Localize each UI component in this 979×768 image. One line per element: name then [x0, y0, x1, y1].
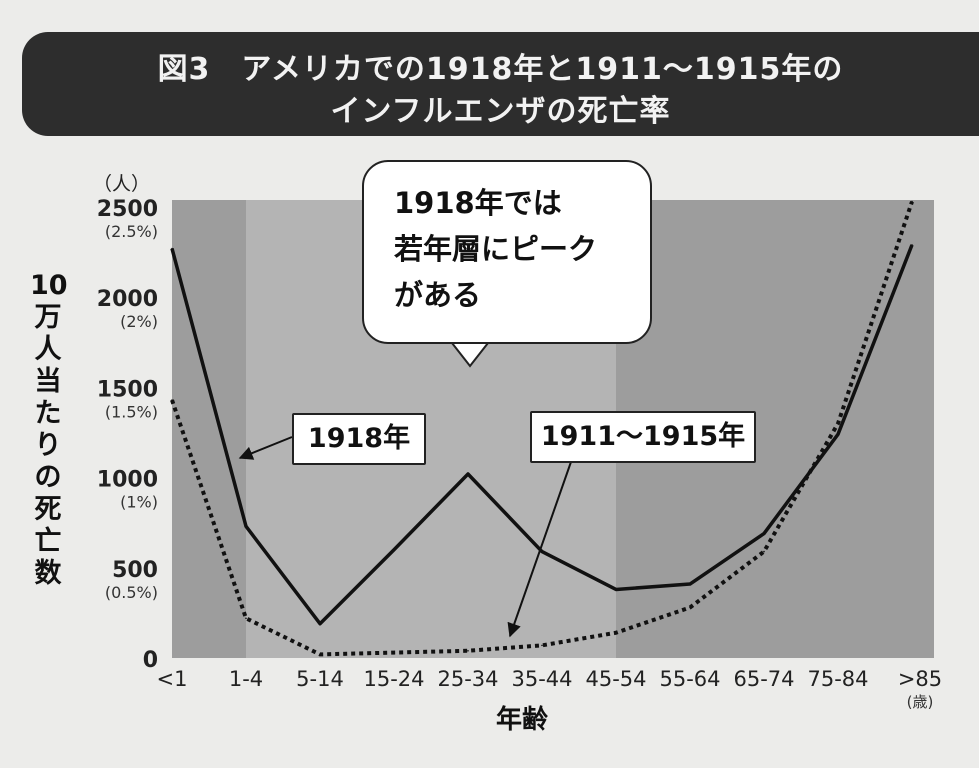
- data-point-1918: [393, 548, 395, 551]
- data-point-1918: [245, 525, 247, 528]
- data-point-1911-1915: [911, 200, 913, 203]
- data-point-1911-1915: [171, 399, 173, 401]
- x-tick-label: 25-34: [437, 667, 498, 691]
- series-label-1918: 1918年: [292, 413, 426, 465]
- y-tick-label: 1000: [97, 468, 158, 493]
- title-banner: 図3 アメリカでの1918年と1911～1915年の インフルエンザの死亡率: [22, 32, 979, 136]
- x-tick-label: >85: [898, 667, 942, 691]
- data-point-1911-1915: [393, 651, 395, 654]
- y-axis-label-char: 10: [30, 270, 68, 301]
- data-point-1911-1915: [319, 653, 321, 656]
- data-point-1911-1915: [763, 550, 765, 553]
- chart-title-line-1: 図3 アメリカでの1918年と1911～1915年の: [157, 52, 844, 87]
- x-axis-label: 年齢: [496, 704, 549, 735]
- y-axis-label: 10 万 人 当 た り の 死 亡 数: [30, 270, 68, 590]
- x-unit-label: (歳): [907, 693, 934, 711]
- data-point-1918: [467, 473, 469, 475]
- x-tick-label: <1: [157, 667, 188, 691]
- y-axis-label-char: の: [34, 462, 62, 493]
- data-point-1918: [911, 244, 913, 246]
- y-axis-label-char: 数: [34, 558, 62, 589]
- callout-line: がある: [394, 278, 482, 312]
- data-point-1911-1915: [837, 422, 839, 425]
- y-axis-label-char: 万: [34, 302, 62, 333]
- plot-band: [172, 200, 246, 658]
- data-point-1911-1915: [615, 631, 617, 634]
- y-axis-label-char: 亡: [34, 526, 62, 557]
- y-tick-percent-label: (1.5%): [105, 402, 158, 421]
- y-axis-label-char: 当: [34, 366, 62, 397]
- x-tick-label: 15-24: [363, 667, 424, 691]
- x-tick-label: 65-74: [733, 667, 794, 691]
- x-tick-label: 55-64: [659, 667, 720, 691]
- data-point-1911-1915: [467, 649, 469, 652]
- y-tick-label: 2000: [97, 287, 158, 312]
- x-tick-label: 35-44: [511, 667, 572, 691]
- data-point-1918: [837, 433, 839, 436]
- data-point-1918: [689, 583, 691, 585]
- x-tick-label: 75-84: [807, 667, 868, 691]
- data-point-1918: [541, 550, 543, 553]
- callout-line: 1918年では: [394, 186, 562, 220]
- y-axis-label-char: 人: [34, 334, 62, 365]
- y-tick-percent-label: (1%): [120, 493, 158, 512]
- label-arrow-1918: [238, 436, 293, 460]
- series-label-1911-1915: 1911～1915年: [530, 411, 756, 463]
- callout-line: 若年層にピーク: [394, 232, 598, 266]
- y-axis-label-char: 死: [34, 494, 62, 525]
- y-tick-percent-label: (0.5%): [105, 583, 158, 602]
- data-point-1918: [763, 532, 765, 535]
- y-tick-label: 500: [112, 558, 158, 583]
- data-point-1918: [615, 588, 617, 591]
- y-tick-label: 0: [143, 648, 158, 673]
- x-tick-label: 5-14: [296, 667, 344, 691]
- y-tick-percent-label: (2%): [120, 312, 158, 331]
- data-point-1911-1915: [245, 617, 247, 620]
- data-point-1911-1915: [689, 606, 691, 609]
- y-tick-percent-label: (2.5%): [105, 222, 158, 241]
- y-axis-label-char: り: [34, 430, 62, 461]
- x-tick-label: 1-4: [229, 667, 263, 691]
- data-point-1918: [171, 247, 173, 250]
- callout-tail: [451, 342, 489, 368]
- label-arrow-1911-1915: [507, 458, 573, 638]
- y-unit-label: （人）: [93, 173, 150, 195]
- y-axis-label-char: た: [34, 398, 62, 429]
- y-tick-label: 1500: [97, 377, 158, 402]
- y-tick-label: 2500: [97, 197, 158, 222]
- callout-bubble: 1918年では 若年層にピーク がある: [362, 160, 652, 344]
- data-point-1911-1915: [541, 644, 543, 647]
- chart-title-line-2: インフルエンザの死亡率: [330, 94, 671, 129]
- data-point-1918: [319, 622, 321, 625]
- x-tick-label: 45-54: [585, 667, 646, 691]
